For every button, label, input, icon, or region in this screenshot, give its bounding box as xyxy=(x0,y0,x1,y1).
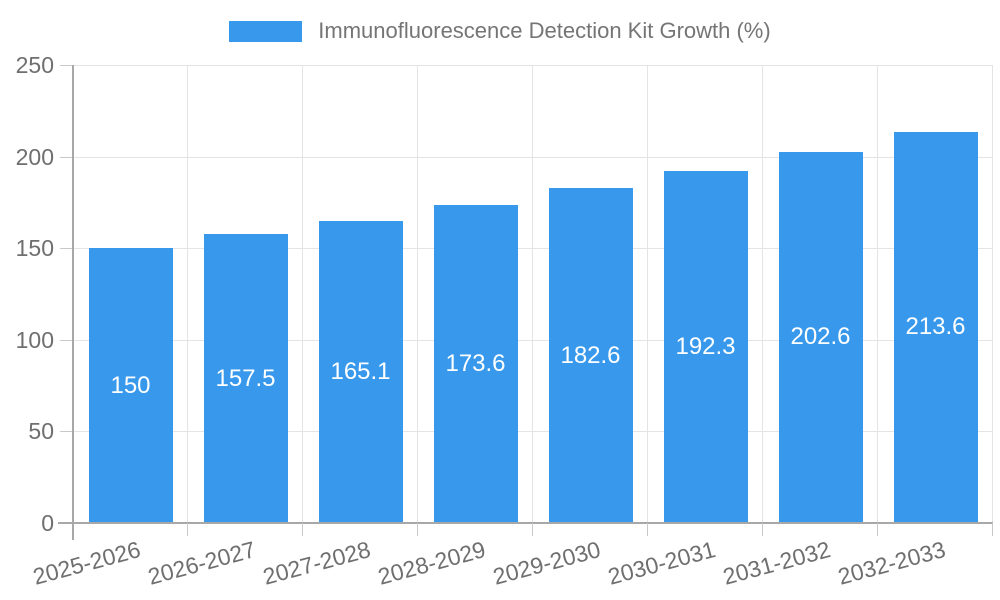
y-axis-label: 200 xyxy=(15,143,54,170)
legend[interactable]: Immunofluorescence Detection Kit Growth … xyxy=(0,17,1000,45)
y-axis-tick xyxy=(60,248,72,250)
gridline-horizontal xyxy=(73,65,993,66)
plot-area: 150 157.5 165.1 173.6 182.6 192.3 202.6 213.6 xyxy=(73,65,993,523)
x-axis-tick xyxy=(417,523,418,536)
x-axis-tick xyxy=(992,523,993,536)
gridline-horizontal xyxy=(73,156,993,158)
y-axis-tick xyxy=(60,339,72,341)
x-axis-tick xyxy=(877,523,878,536)
y-axis-tick xyxy=(60,431,72,433)
legend-swatch[interactable] xyxy=(229,20,303,42)
gridline-vertical xyxy=(302,65,303,523)
y-axis-label: 50 xyxy=(28,418,54,445)
x-axis-line xyxy=(58,522,993,524)
bar-value-label: 192.3 xyxy=(675,332,736,360)
y-axis-label: 100 xyxy=(15,326,54,353)
x-axis-tick xyxy=(762,523,763,536)
bar-value-label: 202.6 xyxy=(790,323,851,351)
y-axis-tick xyxy=(60,65,72,66)
x-axis-tick xyxy=(647,523,648,536)
gridline-vertical xyxy=(762,65,763,523)
y-axis-label: 250 xyxy=(15,52,54,78)
y-axis-tick xyxy=(60,156,72,158)
bar-value-label: 173.6 xyxy=(445,349,506,377)
bar[interactable]: 157.5 xyxy=(203,234,288,523)
bar[interactable]: 173.6 xyxy=(433,204,518,523)
gridline-vertical xyxy=(417,65,418,523)
bar[interactable]: 165.1 xyxy=(318,220,403,523)
bar-value-label: 213.6 xyxy=(905,313,966,341)
bar[interactable]: 202.6 xyxy=(778,151,863,523)
gridline-horizontal xyxy=(73,431,993,433)
bar[interactable]: 192.3 xyxy=(663,170,748,523)
bar-value-label: 150 xyxy=(110,371,151,399)
gridline-vertical xyxy=(647,65,648,523)
x-axis-tick xyxy=(532,523,533,536)
y-axis-label: 0 xyxy=(41,510,54,536)
bar[interactable]: 150 xyxy=(88,248,173,523)
y-axis-label: 150 xyxy=(15,235,54,262)
legend-label: Immunofluorescence Detection Kit Growth … xyxy=(318,18,771,43)
gridline-vertical xyxy=(877,65,878,523)
bar[interactable]: 213.6 xyxy=(893,131,978,523)
gridline-horizontal xyxy=(73,339,993,341)
y-axis-line xyxy=(72,65,74,540)
x-axis-tick xyxy=(187,523,188,536)
gridline-vertical xyxy=(187,65,188,523)
bar-value-label: 165.1 xyxy=(330,357,391,385)
bar-value-label: 182.6 xyxy=(560,341,621,369)
gridline-horizontal xyxy=(73,248,993,250)
gridline-vertical xyxy=(532,65,533,523)
bar[interactable]: 182.6 xyxy=(548,188,633,523)
gridline-vertical xyxy=(992,65,993,523)
bar-value-label: 157.5 xyxy=(215,364,276,392)
x-axis-tick xyxy=(302,523,303,536)
